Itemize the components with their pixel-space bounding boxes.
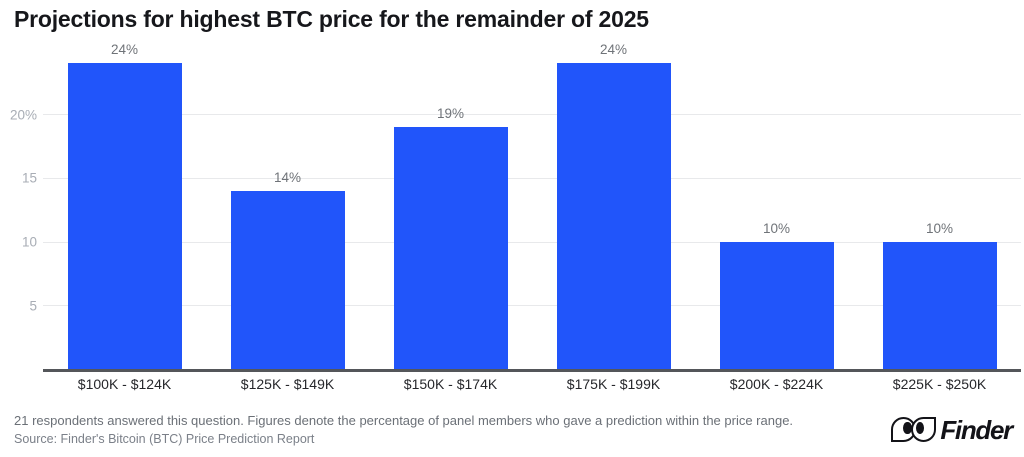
finder-logo-text: Finder <box>940 415 1013 445</box>
finder-left-pupil <box>903 421 912 434</box>
bar-value-label-2: 19% <box>436 105 465 121</box>
y-tick-label-20: 20% <box>9 107 37 122</box>
x-tick-label-1: $125K - $149K <box>240 376 335 392</box>
y-tick-label-5: 5 <box>29 298 37 314</box>
bar-slot-2: 19% <box>369 0 532 369</box>
finder-logo: Finder <box>891 415 1013 446</box>
bar-$125K - $149K <box>230 190 345 369</box>
bar-slot-1: 14% <box>206 0 369 369</box>
x-tick-label-4: $200K - $224K <box>729 376 824 392</box>
bar-slot-3: 24% <box>532 0 695 369</box>
x-tick-label-5: $225K - $250K <box>892 376 987 392</box>
y-tick-label-10: 10 <box>21 234 37 250</box>
x-axis-labels: $100K - $124K $125K - $149K $150K - $174K $… <box>43 376 1021 392</box>
bar-value-label-5: 10% <box>925 220 954 236</box>
bar-slot-5: 10% <box>858 0 1021 369</box>
bar-$150K - $174K <box>393 126 508 369</box>
x-tick-label-3: $175K - $199K <box>566 376 661 392</box>
finder-eyes-icon <box>891 417 937 444</box>
bar-value-label-4: 10% <box>762 220 791 236</box>
finder-right-pupil <box>915 421 925 434</box>
gridline-10 <box>43 241 1021 243</box>
x-axis-line <box>43 369 1021 372</box>
y-tick-label-15: 15 <box>21 170 37 186</box>
chart-title: Projections for highest BTC price for th… <box>14 6 649 32</box>
bar-slot-4: 10% <box>695 0 858 369</box>
footnote: 21 respondents answered this question. F… <box>14 413 794 428</box>
bar-$100K - $124K <box>67 63 182 369</box>
bar-$225K - $250K <box>882 241 997 369</box>
x-tick-label-0: $100K - $124K <box>77 376 172 392</box>
gridline-5 <box>43 305 1021 307</box>
bar-value-label-3: 24% <box>599 42 628 57</box>
bar-$175K - $199K <box>556 63 671 369</box>
bars-row: 24% 14% 19% 24% 10% 10% <box>43 0 1021 369</box>
bar-slot-0: 24% <box>43 0 206 369</box>
source-note: Source: Finder's Bitcoin (BTC) Price Pre… <box>14 432 315 446</box>
bar-$200K - $224K <box>719 241 834 369</box>
bar-value-label-0: 24% <box>110 42 139 57</box>
gridline-15 <box>43 177 1021 179</box>
plot-area: 5 10 15 20% 24% 14% 19% 24% 10% 10% <box>9 0 1021 372</box>
finder-right-eye <box>911 417 937 442</box>
bar-value-label-1: 14% <box>273 169 302 185</box>
gridline-20 <box>43 114 1021 115</box>
x-tick-label-2: $150K - $174K <box>403 376 498 392</box>
